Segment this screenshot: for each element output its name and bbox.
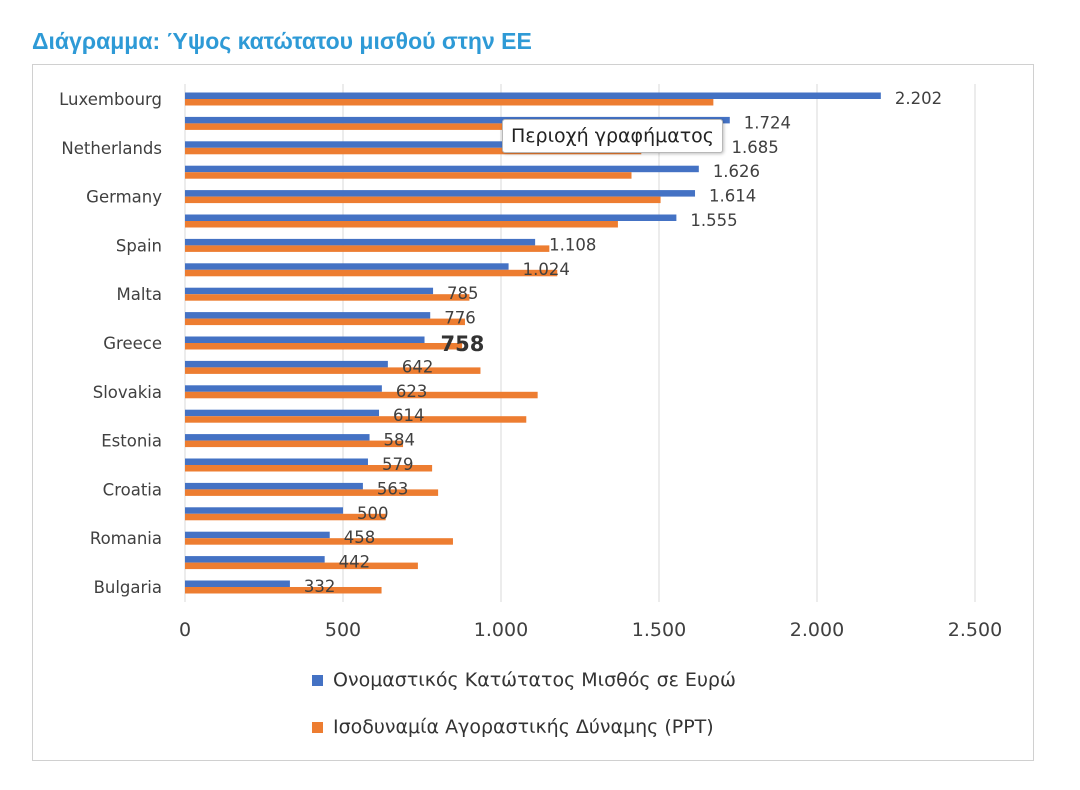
- data-label-8: 785: [447, 284, 479, 303]
- category-label-18: Romania: [90, 529, 162, 548]
- bar-ppp-2: [185, 147, 642, 155]
- bar-nominal-4: [185, 190, 696, 197]
- legend-item-nominal[interactable]: Ονομαστικός Κατώτατος Μισθός σε Ευρώ: [312, 669, 736, 691]
- bar-ppp-20: [185, 586, 382, 594]
- bar-ppp-12: [185, 391, 538, 399]
- data-label-13: 614: [393, 406, 425, 425]
- bar-ppp-7: [185, 269, 558, 277]
- bar-ppp-6: [185, 245, 550, 252]
- bar-nominal-17: [185, 507, 343, 514]
- bar-nominal-15: [185, 458, 368, 465]
- bar-nominal-8: [185, 287, 434, 295]
- data-label-19: 442: [339, 553, 371, 572]
- bar-nominal-5: [185, 214, 677, 221]
- page-title: Διάγραμμα: Ύψος κατώτατου μισθού στην ΕΕ: [32, 28, 532, 54]
- data-label-5: 1.555: [690, 211, 737, 230]
- bar-ppp-18: [185, 538, 453, 545]
- data-label-14: 584: [384, 431, 416, 450]
- bar-ppp-10: [185, 342, 463, 350]
- data-label-1: 1.724: [744, 113, 791, 132]
- bar-ppp-14: [185, 440, 404, 448]
- x-tick-label-5: 2.500: [948, 619, 1002, 641]
- category-label-4: Germany: [86, 188, 162, 207]
- category-label-6: Spain: [116, 236, 162, 255]
- bar-nominal-20: [185, 580, 290, 587]
- data-label-2: 1.685: [731, 138, 778, 157]
- bar-nominal-14: [185, 434, 370, 441]
- data-label-0: 2.202: [895, 89, 942, 108]
- bar-nominal-0: [185, 92, 881, 99]
- bar-nominal-2: [185, 141, 718, 148]
- data-label-12: 623: [396, 382, 428, 401]
- bar-ppp-5: [185, 220, 618, 228]
- data-label-10: 758: [441, 332, 485, 356]
- data-label-17: 500: [357, 504, 389, 523]
- data-label-18: 458: [344, 528, 376, 547]
- data-label-20: 332: [304, 577, 336, 596]
- bar-ppp-19: [185, 562, 418, 570]
- bar-nominal-7: [185, 263, 509, 270]
- chart-area-tooltip: Περιοχή γραφήματος: [502, 119, 723, 153]
- legend-item-ppp[interactable]: Ισοδυναμία Αγοραστικής Δύναμης (PPT): [312, 716, 714, 738]
- x-tick-label-0: 0: [179, 619, 191, 641]
- category-label-8: Malta: [116, 285, 162, 304]
- category-label-14: Estonia: [101, 432, 162, 451]
- data-label-3: 1.626: [713, 162, 760, 181]
- category-label-20: Bulgaria: [94, 578, 162, 597]
- category-label-12: Slovakia: [93, 383, 162, 402]
- bar-nominal-12: [185, 385, 382, 392]
- bar-nominal-16: [185, 482, 363, 490]
- bar-ppp-13: [185, 416, 527, 423]
- x-tick-label-3: 1.500: [632, 619, 686, 641]
- bar-ppp-16: [185, 489, 439, 496]
- data-label-9: 776: [444, 309, 476, 328]
- bar-nominal-6: [185, 238, 536, 246]
- data-label-11: 642: [402, 357, 434, 376]
- legend-swatch-nominal: [312, 674, 323, 686]
- category-label-2: Netherlands: [61, 139, 162, 158]
- category-label-0: Luxembourg: [59, 90, 162, 109]
- data-label-15: 579: [382, 455, 414, 474]
- bar-ppp-15: [185, 464, 433, 472]
- category-label-10: Greece: [103, 334, 162, 353]
- bar-ppp-0: [185, 99, 714, 106]
- bar-ppp-17: [185, 513, 386, 521]
- bar-nominal-9: [185, 312, 431, 319]
- bar-nominal-10: [185, 336, 425, 343]
- x-tick-label-4: 2.000: [790, 619, 844, 641]
- bar-nominal-19: [185, 556, 325, 563]
- data-label-6: 1.108: [549, 235, 596, 254]
- bar-ppp-9: [185, 318, 465, 326]
- legend-label-nominal: Ονομαστικός Κατώτατος Μισθός σε Ευρώ: [333, 669, 736, 691]
- data-label-16: 563: [377, 479, 409, 498]
- legend-swatch-ppp: [312, 721, 323, 733]
- bar-nominal-11: [185, 360, 388, 368]
- category-label-16: Croatia: [103, 480, 162, 499]
- bar-ppp-1: [185, 123, 644, 130]
- bar-nominal-3: [185, 165, 699, 173]
- bar-nominal-18: [185, 531, 330, 539]
- data-label-4: 1.614: [709, 187, 756, 206]
- x-tick-label-2: 1.000: [474, 619, 528, 641]
- x-tick-label-1: 500: [325, 619, 361, 641]
- bar-ppp-8: [185, 294, 470, 301]
- bar-nominal-1: [185, 116, 730, 124]
- bar-ppp-4: [185, 196, 661, 204]
- bar-ppp-3: [185, 172, 632, 179]
- bar-ppp-11: [185, 367, 481, 374]
- legend-label-ppp: Ισοδυναμία Αγοραστικής Δύναμης (PPT): [333, 716, 714, 738]
- bar-nominal-13: [185, 409, 380, 417]
- data-label-7: 1.024: [523, 260, 570, 279]
